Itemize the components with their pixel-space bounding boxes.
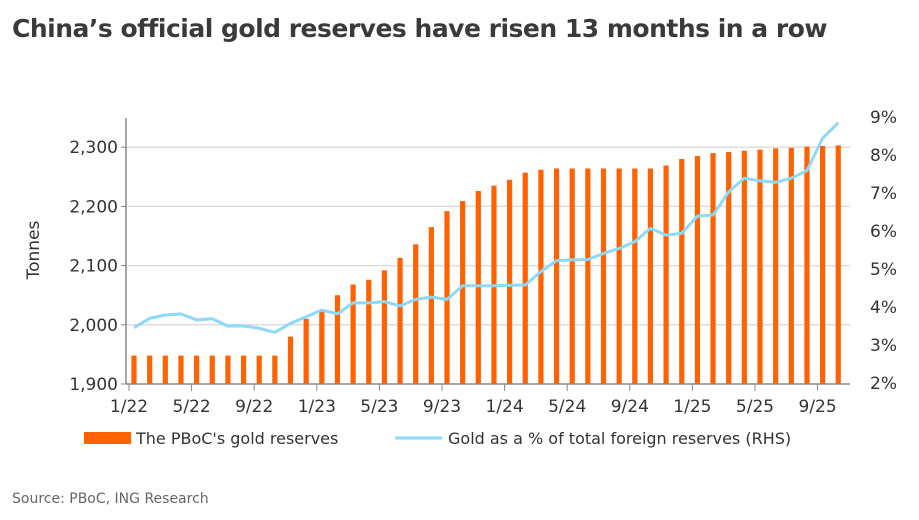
- y-tick-label: 2,000: [69, 316, 118, 336]
- legend-swatch-bars: [84, 432, 131, 444]
- legend-label-line: Gold as a % of total foreign reserves (R…: [448, 429, 791, 448]
- x-tick-label: 5/24: [548, 397, 586, 417]
- bar: [522, 172, 528, 384]
- bar: [679, 159, 685, 384]
- bar: [460, 201, 466, 384]
- y2-tick-label: 7%: [870, 184, 897, 204]
- x-tick-label: 5/23: [360, 397, 398, 417]
- bar: [225, 355, 231, 384]
- y2-tick-label: 2%: [870, 374, 897, 394]
- bar: [397, 257, 403, 384]
- x-tick-label: 5/22: [173, 397, 211, 417]
- bar: [162, 355, 168, 384]
- bar: [256, 355, 262, 384]
- x-tick-label: 1/23: [298, 397, 336, 417]
- bar: [757, 149, 763, 384]
- bar: [773, 148, 779, 384]
- bar: [820, 146, 826, 384]
- bar: [303, 318, 309, 384]
- bar: [287, 336, 294, 384]
- y2-tick-label: 8%: [870, 146, 897, 166]
- bar: [334, 295, 341, 384]
- bar: [319, 310, 325, 384]
- y2-tick-label: 6%: [870, 222, 897, 242]
- y-tick-label: 1,900: [69, 375, 118, 395]
- source-note: Source: PBoC, ING Research: [12, 491, 209, 507]
- bar: [726, 151, 732, 384]
- bar: [835, 145, 841, 384]
- bar: [131, 355, 137, 384]
- x-tick-label: 1/22: [110, 397, 148, 417]
- bar: [147, 355, 153, 384]
- bar: [616, 168, 622, 384]
- x-tick-label: 1/24: [486, 397, 524, 417]
- bar: [507, 179, 513, 384]
- bar: [240, 355, 247, 384]
- y2-tick-label: 4%: [870, 298, 897, 318]
- bar: [663, 165, 669, 384]
- x-tick-label: 9/23: [423, 397, 461, 417]
- bar: [804, 146, 810, 384]
- bar: [600, 168, 607, 384]
- bar: [428, 227, 434, 384]
- x-tick-label: 1/25: [673, 397, 711, 417]
- bar: [272, 355, 278, 384]
- bar: [381, 270, 387, 384]
- bar: [632, 168, 638, 384]
- x-tick-label: 9/24: [611, 397, 649, 417]
- bar: [647, 168, 654, 384]
- bar: [475, 191, 481, 384]
- y2-tick-label: 9%: [870, 108, 897, 128]
- bar: [741, 150, 747, 384]
- bar: [194, 355, 200, 384]
- bar: [178, 355, 184, 384]
- bar: [538, 169, 544, 384]
- y-tick-label: 2,300: [69, 138, 118, 158]
- legend-label-bars: The PBoC's gold reserves: [135, 429, 338, 448]
- bar: [350, 284, 356, 384]
- x-tick-label: 9/25: [799, 397, 837, 417]
- bar: [788, 147, 794, 384]
- y-tick-label: 2,200: [69, 197, 118, 217]
- bar: [366, 279, 372, 384]
- y-axis-label: Tonnes: [24, 220, 44, 280]
- y-tick-label: 2,100: [69, 257, 118, 277]
- bar: [710, 153, 716, 384]
- y2-tick-label: 3%: [870, 336, 897, 356]
- bar: [569, 168, 575, 384]
- bar: [553, 168, 560, 384]
- bar: [585, 168, 591, 384]
- bar: [413, 244, 419, 384]
- bar: [209, 355, 215, 384]
- x-tick-label: 5/25: [736, 397, 774, 417]
- chart-title: China’s official gold reserves have rise…: [12, 14, 827, 43]
- bar: [694, 156, 700, 384]
- y2-tick-label: 5%: [870, 260, 897, 280]
- line-series: [133, 121, 840, 334]
- x-tick-label: 9/22: [235, 397, 273, 417]
